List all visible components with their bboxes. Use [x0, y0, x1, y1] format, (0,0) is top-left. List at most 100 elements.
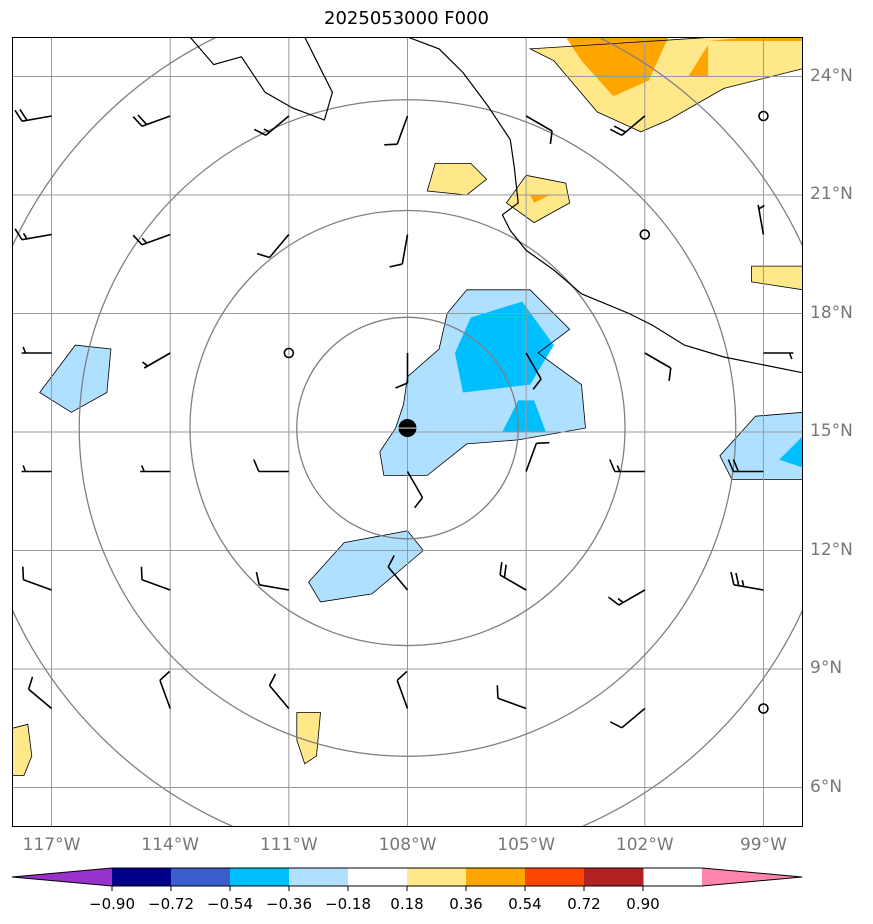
shaded-region-yellow — [427, 163, 487, 195]
barb-full — [253, 459, 260, 472]
wind-barb-calm — [758, 110, 769, 122]
barb-full — [384, 143, 398, 146]
wind-barb — [140, 465, 171, 473]
contour-line — [426, 163, 488, 196]
barb-full — [14, 228, 23, 241]
barb-half — [142, 361, 149, 367]
barb-full — [22, 566, 25, 580]
wind-barb — [396, 670, 409, 709]
wind-barb — [609, 707, 646, 729]
wind-barb — [255, 571, 289, 591]
barb-full — [503, 564, 507, 578]
barb-staff — [733, 584, 764, 591]
barb-staff — [268, 233, 290, 258]
lon-label: 108°W — [378, 835, 437, 855]
barb-full — [532, 378, 542, 390]
barb-full — [732, 459, 740, 472]
lon-label: 117°W — [22, 835, 81, 855]
wind-barb — [644, 352, 672, 381]
barb-full — [609, 721, 623, 729]
barb-staff — [396, 680, 409, 709]
barb-full — [499, 562, 503, 576]
barb-half — [22, 465, 27, 472]
barb-full — [609, 128, 623, 136]
contour-line — [12, 723, 33, 776]
colorbar — [11, 867, 803, 891]
colorbar-tick-label: 0.18 — [390, 895, 424, 913]
wind-barb — [730, 571, 764, 591]
wind-barb — [727, 459, 764, 473]
wind-barb — [14, 228, 52, 241]
wind-barb — [608, 589, 646, 606]
barb-half — [141, 237, 148, 244]
colorbar-tick-label: 0.36 — [449, 895, 483, 913]
coastline-segment — [189, 37, 334, 121]
barb-full — [389, 263, 403, 268]
shaded-region-cyan — [455, 301, 554, 393]
shaded-region-orange — [530, 195, 550, 203]
colorbar-tick-label: −0.36 — [266, 895, 312, 913]
wind-barb — [609, 115, 646, 136]
wind-barb — [253, 115, 290, 136]
barb-full — [496, 685, 499, 699]
barb-full — [268, 673, 277, 686]
colorbar-tick-label: −0.18 — [325, 895, 371, 913]
map-title: 2025053000 F000 — [324, 8, 489, 29]
lat-label: 15°N — [810, 421, 853, 441]
contour-line — [751, 265, 803, 291]
wind-barb-calm — [639, 229, 651, 240]
barb-staff — [23, 578, 52, 591]
barb-half — [22, 232, 28, 240]
wind-barb — [384, 115, 409, 146]
barb-full — [735, 572, 740, 586]
shaded-region-light-blue — [308, 530, 424, 602]
barb-full — [132, 116, 143, 127]
wind-barb — [21, 346, 52, 354]
barb-full — [609, 459, 616, 472]
contour-line — [379, 289, 586, 476]
shaded-region-cyan — [502, 400, 546, 432]
barb-half — [758, 204, 765, 210]
wind-barb — [268, 673, 290, 710]
barb-staff — [396, 115, 409, 145]
contour-line — [505, 174, 571, 224]
wind-barb — [395, 353, 409, 389]
map-frame — [12, 37, 803, 827]
wind-barbs — [14, 108, 794, 729]
colorbar-tick-label: −0.90 — [89, 895, 135, 913]
barb-half — [788, 352, 793, 360]
wind-barb — [406, 471, 424, 509]
barb-full — [132, 234, 143, 246]
coastline — [189, 37, 803, 374]
contour-line — [528, 37, 803, 133]
colorbar-tick-label: 0.72 — [567, 895, 601, 913]
barb-full — [413, 496, 424, 509]
wind-barb — [609, 459, 645, 473]
wind-barb — [525, 352, 542, 390]
barb-full — [256, 252, 270, 259]
barb-half — [263, 128, 271, 133]
wind-barb — [22, 566, 52, 591]
colorbar-extend-high — [702, 868, 802, 886]
barb-full — [536, 441, 550, 445]
wind-barb — [142, 352, 171, 369]
barb-staff — [757, 204, 765, 235]
barb-full — [137, 114, 148, 126]
barb-full — [608, 596, 620, 606]
barb-staff — [497, 697, 527, 710]
colorbar-segment — [230, 868, 290, 886]
map-panel — [12, 37, 803, 827]
barb-staff — [159, 680, 171, 709]
range-ring — [296, 316, 519, 540]
barb-full — [668, 367, 672, 381]
barb-staff — [525, 443, 538, 472]
wind-barb-calm — [758, 703, 769, 714]
contour-line — [296, 712, 321, 765]
wind-barb — [132, 233, 171, 246]
shaded-region-yellow — [12, 724, 32, 776]
barb-staff — [401, 234, 409, 265]
barb-staff — [406, 471, 424, 498]
barb-half — [741, 580, 745, 587]
barb-half — [22, 346, 27, 354]
colorbar-segment — [112, 868, 172, 886]
